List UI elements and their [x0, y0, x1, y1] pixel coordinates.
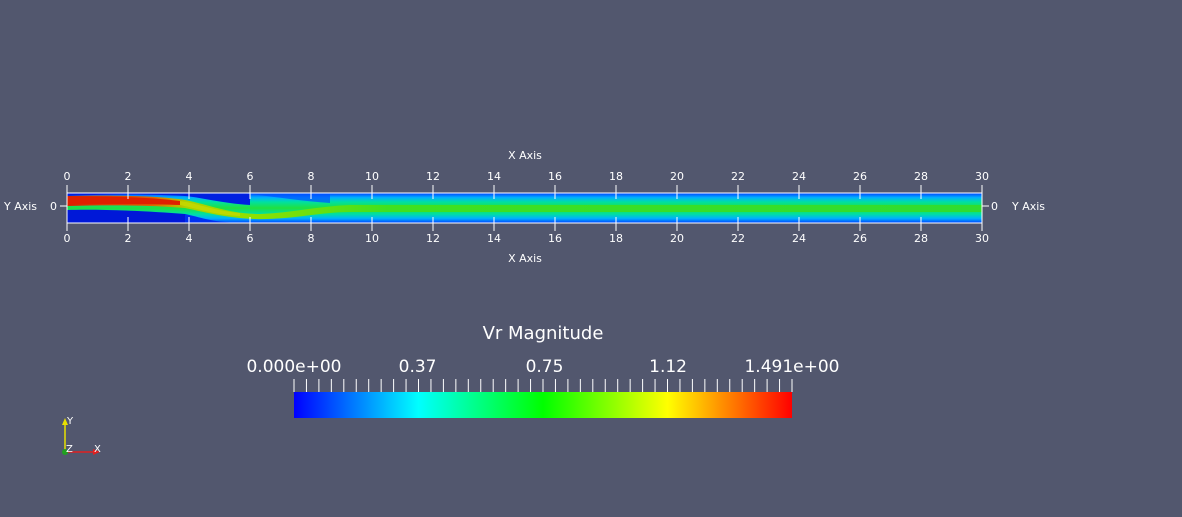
x-tick-label-bottom: 26: [853, 232, 867, 245]
orientation-y-arrow: [62, 418, 68, 425]
y-tick-label-left: 0: [50, 200, 57, 213]
x-tick-label-top: 0: [64, 170, 71, 183]
scalar-bar-label: 1.491e+00: [744, 357, 839, 377]
x-tick-label-bottom: 30: [975, 232, 989, 245]
scalar-bar-ticks: [293, 379, 793, 392]
x-ticks-bottom: 0 2 4 6 8 10 12 14 16 18 20 22 24 26 28 30: [64, 217, 989, 245]
recirculation-top: [67, 193, 250, 205]
x-tick-label-bottom: 8: [308, 232, 315, 245]
scalar-bar-label: 0.75: [526, 357, 564, 377]
x-ticks-top: 0 2 4 6 8 10 12 14 16 18 20 22 24 26 28 30: [64, 170, 989, 199]
x-tick-label-top: 20: [670, 170, 684, 183]
jet-core: [67, 195, 982, 220]
jet-peak: [67, 196, 180, 205]
x-tick-label-bottom: 2: [125, 232, 132, 245]
x-tick-label-top: 10: [365, 170, 379, 183]
y-axis-title-left: Y Axis: [3, 200, 37, 213]
x-tick-label-bottom: 4: [186, 232, 193, 245]
x-tick-label-bottom: 16: [548, 232, 562, 245]
orientation-y-label: Y: [66, 416, 74, 427]
x-tick-label-top: 22: [731, 170, 745, 183]
x-tick-label-top: 12: [426, 170, 440, 183]
x-tick-label-bottom: 14: [487, 232, 501, 245]
orientation-x-label: X: [94, 444, 101, 455]
x-tick-label-top: 2: [125, 170, 132, 183]
x-tick-label-bottom: 18: [609, 232, 623, 245]
x-tick-label-bottom: 10: [365, 232, 379, 245]
x-tick-label-top: 30: [975, 170, 989, 183]
x-tick-label-bottom: 20: [670, 232, 684, 245]
x-tick-label-top: 16: [548, 170, 562, 183]
x-axis-title-top: X Axis: [508, 149, 542, 162]
orientation-z-axis: [62, 449, 68, 455]
x-tick-label-top: 18: [609, 170, 623, 183]
orientation-axes-widget[interactable]: Y Z X: [62, 416, 101, 455]
scalar-bar-label: 0.000e+00: [246, 357, 341, 377]
orientation-x-arrow: [93, 449, 100, 455]
domain-outline: [66, 192, 983, 224]
x-tick-label-top: 4: [186, 170, 193, 183]
x-tick-label-bottom: 24: [792, 232, 806, 245]
x-tick-label-top: 24: [792, 170, 806, 183]
cube-axes: X Axis X Axis Y Axis Y Axis 0 0 0 2 4 6 8 10 1…: [3, 149, 1045, 265]
velocity-field-plot: [66, 192, 983, 224]
x-tick-label-top: 6: [247, 170, 254, 183]
recirculation-bottom: [67, 209, 210, 223]
x-axis-title-bottom: X Axis: [508, 252, 542, 265]
x-tick-label-top: 26: [853, 170, 867, 183]
scalar-bar-label: 0.37: [399, 357, 437, 377]
y-tick-label-right: 0: [991, 200, 998, 213]
scalar-bar[interactable]: Vr Magnitude 0.000e+00 0.37 0.75 1.12 1.491e…: [246, 323, 840, 418]
x-tick-label-bottom: 6: [247, 232, 254, 245]
scalar-bar-label: 1.12: [649, 357, 687, 377]
orientation-z-label: Z: [66, 444, 73, 455]
scalar-bar-title: Vr Magnitude: [483, 323, 604, 344]
x-tick-label-bottom: 12: [426, 232, 440, 245]
x-tick-label-bottom: 22: [731, 232, 745, 245]
scalar-bar-colors: [294, 392, 792, 418]
scalar-bar-labels: 0.000e+00 0.37 0.75 1.12 1.491e+00: [246, 357, 839, 377]
x-tick-label-bottom: 0: [64, 232, 71, 245]
x-tick-label-top: 28: [914, 170, 928, 183]
x-tick-label-bottom: 28: [914, 232, 928, 245]
x-tick-label-top: 14: [487, 170, 501, 183]
y-axis-title-right: Y Axis: [1011, 200, 1045, 213]
x-tick-label-top: 8: [308, 170, 315, 183]
